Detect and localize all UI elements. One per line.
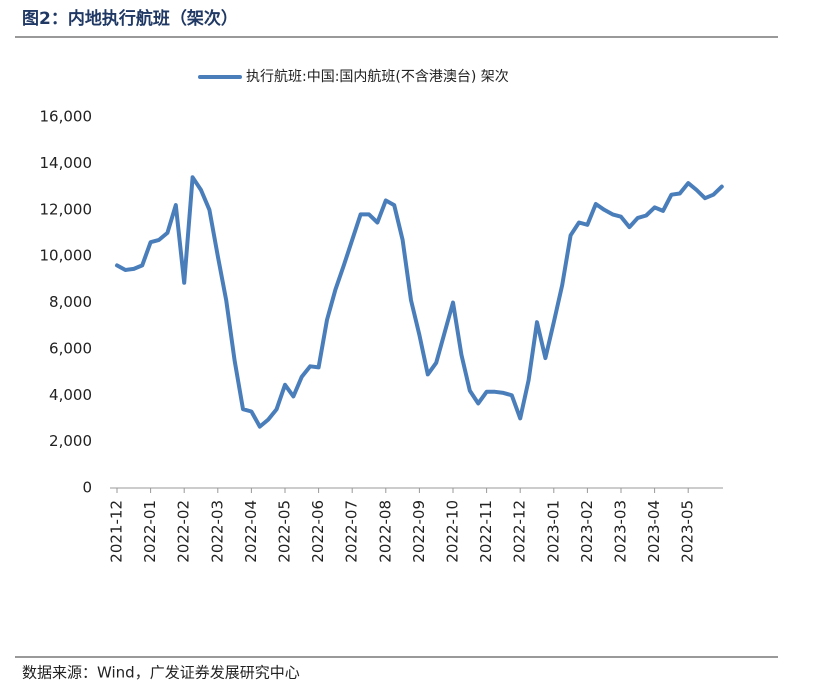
x-tick-label: 2023-02 (578, 500, 596, 563)
chart-title: 图2：内地执行航班（架次） (22, 8, 238, 29)
y-tick-label: 10,000 (40, 247, 93, 265)
y-tick-label: 8,000 (49, 293, 92, 311)
source-note: 数据来源：Wind，广发证券发展研究中心 (22, 664, 300, 682)
x-tick-label: 2022-01 (141, 500, 159, 563)
y-tick-label: 6,000 (49, 339, 92, 357)
y-tick-label: 16,000 (40, 108, 93, 126)
data-line (115, 175, 724, 429)
x-tick-label: 2022-09 (410, 500, 428, 563)
y-tick-label: 12,000 (40, 200, 93, 218)
x-tick-label: 2023-01 (544, 500, 562, 563)
y-tick-label: 14,000 (40, 154, 93, 172)
x-tick-label: 2022-04 (242, 500, 260, 563)
y-tick-label: 4,000 (49, 386, 92, 404)
x-tick-label: 2023-03 (612, 500, 630, 563)
x-tick-label: 2022-03 (208, 500, 226, 563)
y-tick-label: 2,000 (49, 432, 92, 450)
x-tick-label: 2023-05 (679, 500, 697, 563)
x-tick-label: 2022-12 (511, 500, 529, 563)
x-tick-label: 2022-10 (444, 500, 462, 563)
x-tick-label: 2022-08 (376, 500, 394, 563)
x-tick-label: 2022-05 (276, 500, 294, 563)
x-tick-label: 2022-06 (309, 500, 327, 563)
legend-label: 执行航班:中国:国内航班(不含港澳台) 架次 (246, 69, 509, 85)
x-tick-label: 2022-02 (175, 500, 193, 563)
x-tick-label: 2022-07 (343, 500, 361, 563)
x-tick-label: 2022-11 (477, 500, 495, 563)
y-tick-label: 0 (82, 479, 92, 497)
x-tick-label: 2021-12 (108, 500, 126, 563)
x-tick-label: 2023-04 (645, 500, 663, 563)
